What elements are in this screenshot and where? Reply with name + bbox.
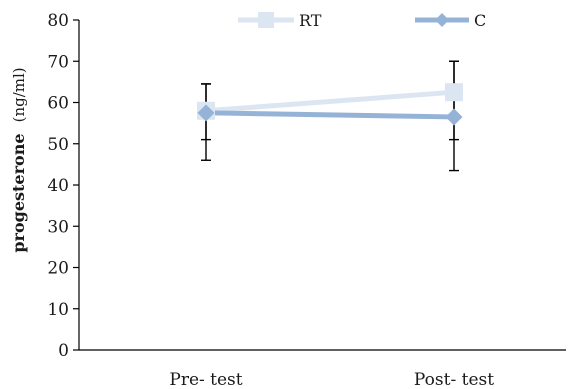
y-tick-label: 60 [47,94,69,114]
y-axis-unit: (ng/ml) [10,67,28,122]
y-tick-label: 80 [47,11,69,31]
y-tick-labels: 0 10 20 30 40 50 60 70 80 [47,11,79,361]
x-tick-label: Pre- test [169,370,242,389]
legend: RT C [238,11,486,30]
data-point-c [445,108,463,126]
legend-label: RT [299,11,322,30]
x-tick-label: Post- test [414,370,494,389]
data-point-rt [445,83,463,102]
legend-swatch-marker [258,12,274,28]
y-tick-label: 20 [47,259,69,279]
y-axis-label: progesterone [9,133,28,252]
series-line-c [203,110,457,120]
y-tick-label: 50 [47,135,69,155]
y-tick-label: 70 [47,52,69,72]
axes [78,20,566,351]
legend-swatch-marker [435,13,449,27]
legend-item-rt: RT [238,11,322,30]
legend-item-c: C [415,11,486,30]
y-axis-title: progesterone (ng/ml) [9,67,28,252]
x-tick-labels: Pre- test Post- test [169,370,494,389]
legend-label: C [474,11,486,30]
series-line-rt [203,89,457,114]
y-tick-label: 30 [47,217,69,237]
series-layer [197,60,463,172]
svg-text:progesterone (ng/ml): progesterone (ng/ml) [9,67,28,252]
y-tick-label: 10 [47,300,69,320]
y-tick-label: 0 [58,341,69,361]
y-tick-label: 40 [47,176,69,196]
data-point-c [197,104,215,122]
